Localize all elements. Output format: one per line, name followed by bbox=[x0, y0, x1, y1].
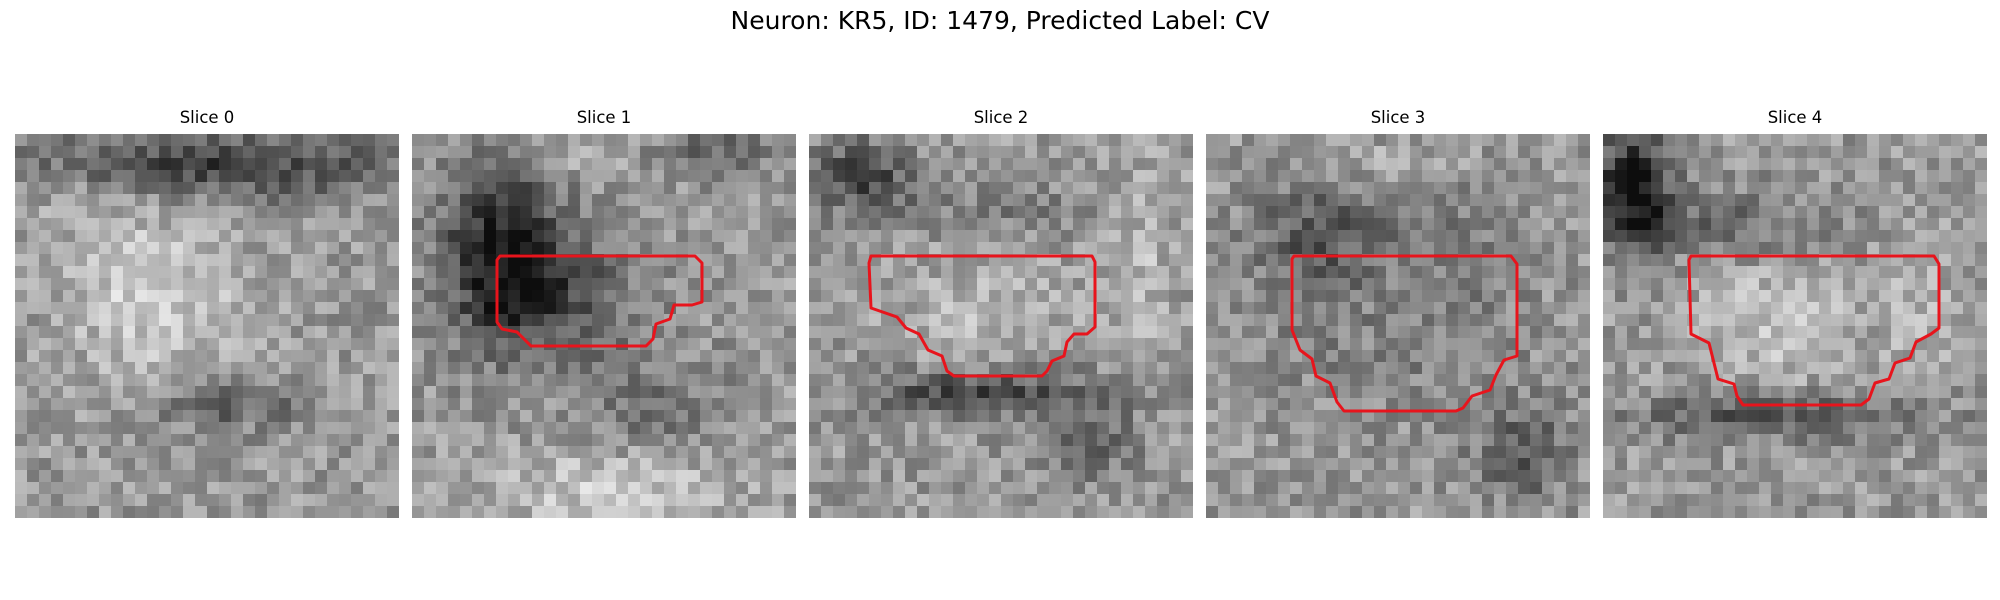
segmentation-contour bbox=[867, 254, 1097, 378]
segmentation-contour bbox=[1687, 254, 1941, 407]
slice-title: Slice 3 bbox=[1370, 108, 1426, 127]
segmentation-contour bbox=[1290, 254, 1519, 413]
figure-title: Neuron: KR5, ID: 1479, Predicted Label: … bbox=[730, 6, 1270, 35]
segmentation-contour bbox=[495, 254, 704, 348]
slice-image-0 bbox=[15, 134, 399, 518]
slice-title: Slice 2 bbox=[973, 108, 1029, 127]
slice-image-3 bbox=[1206, 134, 1590, 518]
slice-image-1 bbox=[412, 134, 796, 518]
slice-title: Slice 0 bbox=[179, 108, 235, 127]
slice-image-2 bbox=[809, 134, 1193, 518]
slice-title: Slice 4 bbox=[1767, 108, 1823, 127]
slice-image-4 bbox=[1603, 134, 1987, 518]
slice-title: Slice 1 bbox=[576, 108, 632, 127]
